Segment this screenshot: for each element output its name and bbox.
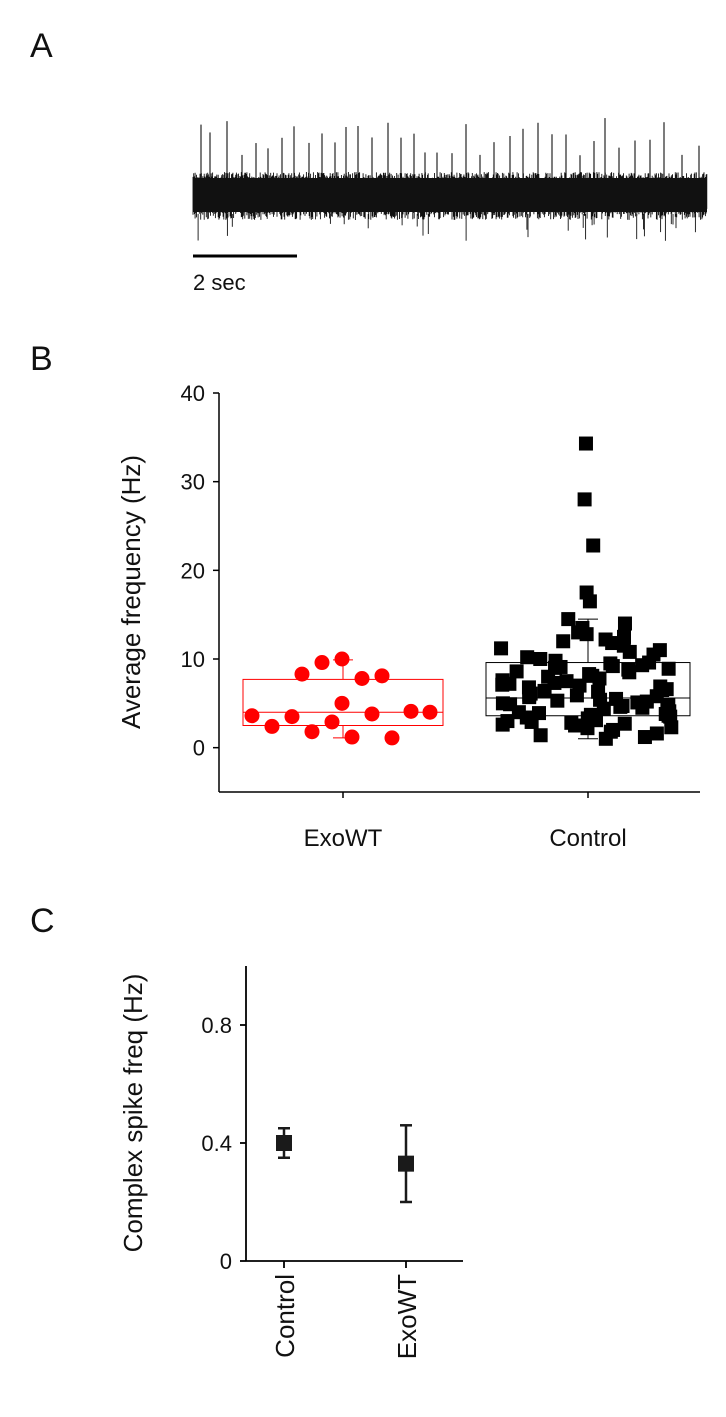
chart-b-point-control: [596, 701, 611, 716]
chart-b-y-tick-label: 0: [193, 736, 205, 761]
chart-b-y-tick-label: 40: [181, 381, 205, 406]
chart-b-point-exowt: [314, 655, 330, 671]
chart-b-point-control: [495, 717, 510, 732]
chart-b-point-control: [637, 730, 652, 745]
chart-b-point-exowt: [422, 704, 438, 720]
chart-c: Complex spike freq (Hz) 0 0.4 0.8 Control Ex…: [118, 966, 463, 1359]
chart-b-x-tick-label: Control: [549, 825, 626, 852]
chart-b-point-control: [605, 659, 620, 674]
chart-b-point-exowt: [374, 668, 390, 684]
chart-b-y-tick-label: 30: [181, 470, 205, 495]
scale-bar-label: 2 sec: [193, 270, 246, 295]
panel-label-b: B: [30, 340, 53, 378]
chart-b-point-exowt: [304, 724, 320, 740]
chart-b-point-exowt: [354, 671, 370, 687]
chart-b-point-control: [568, 718, 583, 733]
chart-b-point-control: [522, 690, 537, 705]
chart-b-point-exowt: [264, 718, 280, 734]
chart-b-point-control: [537, 683, 552, 698]
voltage-trace: [192, 118, 708, 241]
chart-b-point-control: [494, 641, 509, 656]
chart-b-point-control: [605, 636, 620, 651]
chart-b-point-control: [578, 436, 593, 451]
chart-c-y-tick-label: 0: [220, 1249, 232, 1274]
chart-b-point-control: [639, 694, 654, 709]
chart-b-point-control: [524, 714, 539, 729]
chart-c-point: [398, 1155, 414, 1172]
chart-b-point-control: [550, 693, 565, 708]
chart-c-y-tick-label: 0.4: [201, 1131, 232, 1156]
chart-b-point-exowt: [284, 709, 300, 725]
chart-b-point-exowt: [344, 729, 360, 745]
chart-b-y-tick-label: 10: [181, 647, 205, 672]
chart-b-point-control: [520, 650, 535, 665]
chart-b-point-exowt: [334, 695, 350, 711]
chart-b-point-control: [580, 721, 595, 736]
chart-b-point-control: [622, 644, 637, 659]
chart-c-y-axis-title: Complex spike freq (Hz): [118, 974, 148, 1253]
chart-b-point-control: [617, 616, 632, 631]
chart-b-point-control: [569, 688, 584, 703]
chart-b-point-control: [559, 674, 574, 689]
chart-b-point-control: [586, 538, 601, 553]
chart-c-x-tick-label: Control: [270, 1274, 300, 1358]
chart-b-y-tick-label: 20: [181, 558, 205, 583]
chart-b-point-control: [649, 726, 664, 741]
chart-b-point-exowt: [384, 730, 400, 746]
chart-c-y-tick-label: 0.8: [201, 1013, 232, 1038]
chart-b-point-control: [533, 652, 548, 666]
chart-b-point-exowt: [244, 708, 260, 724]
chart-b: Average frequency (Hz) 0 10 20 30 40 ExoWT Con…: [116, 381, 700, 852]
chart-b-point-exowt: [324, 714, 340, 730]
panel-label-a: A: [30, 27, 53, 65]
chart-b-point-control: [615, 698, 630, 713]
chart-b-point-control: [561, 612, 576, 627]
chart-b-point-control: [617, 716, 632, 731]
chart-b-x-tick-label: ExoWT: [304, 825, 383, 852]
chart-b-point-exowt: [364, 706, 380, 722]
chart-c-point: [276, 1135, 292, 1151]
chart-b-point-control: [577, 492, 592, 507]
chart-b-y-axis-title: Average frequency (Hz): [116, 455, 146, 729]
chart-b-point-exowt: [403, 703, 419, 719]
chart-c-x-tick-label: ExoWT: [392, 1274, 422, 1359]
chart-b-point-control: [661, 661, 676, 676]
trace-core: [193, 178, 707, 212]
chart-b-point-exowt: [294, 666, 310, 682]
chart-b-point-control: [653, 679, 668, 694]
chart-b-point-control: [663, 709, 678, 724]
chart-b-point-control: [635, 658, 650, 673]
panel-label-c: C: [30, 902, 55, 940]
chart-b-point-control: [622, 665, 637, 680]
chart-b-point-control: [592, 671, 607, 686]
chart-b-point-control: [502, 676, 517, 691]
chart-b-point-control: [556, 634, 571, 649]
chart-b-point-control: [664, 720, 679, 735]
chart-b-point-exowt: [334, 651, 350, 667]
chart-b-point-control: [582, 594, 597, 609]
chart-b-point-control: [533, 728, 548, 743]
chart-b-point-control: [583, 707, 598, 722]
chart-b-point-control: [598, 731, 613, 746]
chart-b-point-control: [509, 664, 524, 679]
chart-b-point-control: [579, 627, 594, 642]
